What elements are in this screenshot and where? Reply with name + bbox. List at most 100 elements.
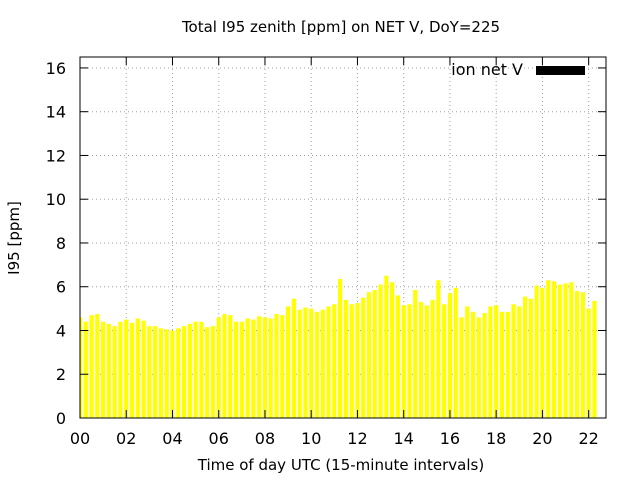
bar [551, 281, 557, 418]
bar [228, 315, 233, 418]
bar [378, 284, 383, 418]
bar [291, 298, 296, 418]
x-tick-label: 14 [394, 429, 414, 448]
bars [80, 275, 597, 418]
bar [407, 304, 412, 418]
plot-frame [79, 56, 607, 419]
bar [280, 315, 285, 418]
bar [141, 320, 146, 418]
bar [592, 300, 597, 418]
bar [222, 314, 227, 418]
y-tick-label: 4 [56, 321, 66, 340]
bar [528, 298, 533, 418]
bar [372, 290, 377, 418]
bar [505, 311, 510, 418]
chart-title: Total I95 zenith [ppm] on NET V, DoY=225 [181, 18, 500, 36]
bar [338, 279, 343, 418]
x-tick-label: 16 [440, 429, 460, 448]
bar [129, 322, 135, 418]
bar [309, 308, 314, 418]
bar [517, 306, 522, 418]
bar [546, 280, 551, 418]
bar [83, 321, 88, 418]
bar [418, 302, 424, 418]
bar [124, 319, 129, 418]
bar [413, 290, 418, 418]
y-tick-label: 16 [46, 59, 66, 78]
bar [268, 318, 273, 418]
bar [176, 328, 181, 418]
bar [239, 321, 244, 418]
bar [210, 326, 216, 418]
x-tick-label: 22 [578, 429, 598, 448]
bar [482, 312, 487, 418]
bar [575, 291, 580, 418]
bar [459, 317, 464, 418]
x-tick-label: 02 [116, 429, 136, 448]
legend-label: ion net V [451, 60, 523, 79]
y-tick-label: 0 [56, 409, 66, 428]
bar [187, 323, 192, 418]
bar [534, 285, 539, 418]
y-tick-label: 2 [56, 365, 66, 384]
bar [447, 293, 453, 418]
bar [274, 314, 279, 418]
bar [89, 315, 94, 418]
bar [511, 304, 516, 418]
y-tick-label: 6 [56, 278, 66, 297]
bar [95, 314, 100, 418]
bar [361, 297, 366, 418]
bar [424, 305, 429, 418]
y-tick-label: 12 [46, 146, 66, 165]
bar [303, 307, 308, 418]
bar [343, 299, 348, 418]
bar [181, 326, 187, 418]
bar [80, 317, 83, 418]
bar [470, 311, 476, 418]
bar [205, 327, 210, 418]
x-axis-label: Time of day UTC (15-minute intervals) [197, 456, 484, 474]
bar [164, 329, 169, 418]
bar [494, 305, 499, 418]
bar [586, 308, 591, 418]
x-tick-label: 18 [486, 429, 506, 448]
x-tick-label: 20 [532, 429, 552, 448]
bar [193, 321, 198, 418]
x-tick-label: 08 [255, 429, 275, 448]
bar [349, 304, 354, 418]
bar [436, 280, 441, 418]
bar [153, 326, 158, 418]
bar [442, 304, 447, 418]
x-tick-label: 12 [347, 429, 367, 448]
bar [453, 287, 458, 418]
bar [199, 321, 204, 418]
y-tick-label: 10 [46, 190, 66, 209]
bar [580, 292, 585, 418]
bar [118, 321, 123, 418]
bar [430, 299, 435, 418]
bar [245, 318, 250, 418]
bar [112, 326, 117, 418]
bar [476, 317, 481, 418]
bar [465, 306, 470, 418]
bar [332, 304, 337, 418]
bar [384, 275, 389, 418]
bar [216, 317, 221, 418]
bar [488, 306, 493, 418]
bar [251, 319, 256, 418]
bar [557, 284, 562, 418]
bar [366, 292, 372, 418]
bar [320, 309, 325, 418]
x-tick-label: 06 [209, 429, 229, 448]
bar [563, 283, 568, 418]
bar [297, 309, 302, 418]
bar [147, 326, 152, 418]
bar [257, 316, 262, 418]
x-tick-label: 04 [162, 429, 182, 448]
bar [355, 303, 360, 418]
bar [262, 317, 268, 418]
bar [233, 321, 239, 418]
bar [540, 287, 545, 418]
bar [395, 295, 400, 418]
